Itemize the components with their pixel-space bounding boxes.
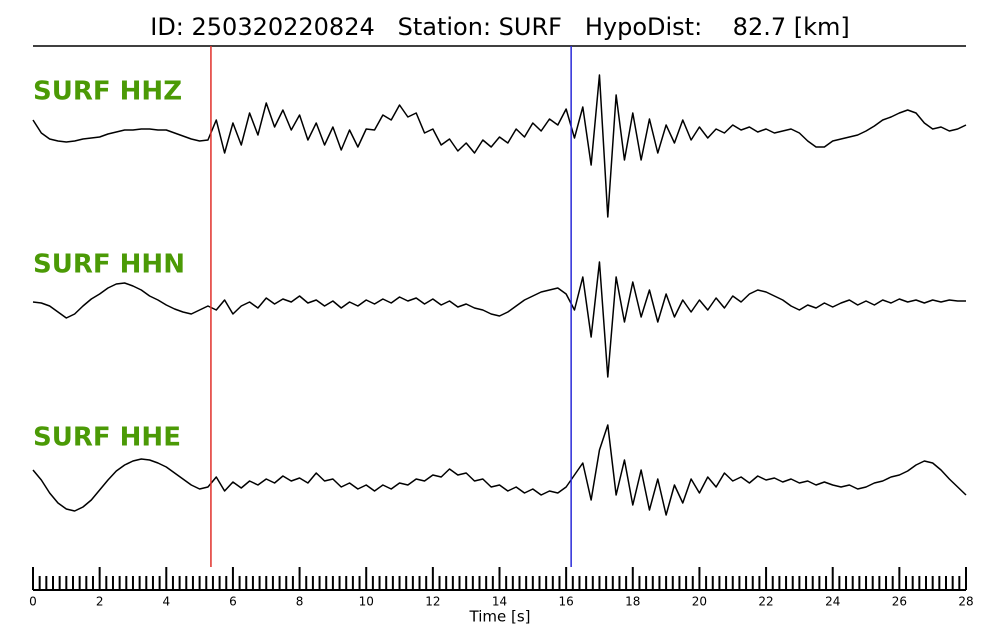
- waveform: [32, 261, 966, 378]
- x-tick-label: 22: [758, 595, 773, 609]
- x-tick-label: 4: [162, 595, 170, 609]
- x-tick-label: 16: [559, 595, 574, 609]
- x-tick-label: 8: [296, 595, 304, 609]
- channel-label: SURF HHE: [33, 423, 181, 453]
- x-tick-label: 12: [425, 595, 440, 609]
- waveform: [32, 74, 967, 218]
- x-tick-label: 18: [625, 595, 640, 609]
- waveform: [32, 424, 967, 516]
- channel-label: SURF HHZ: [33, 77, 182, 107]
- x-tick-label: 14: [492, 595, 507, 609]
- x-tick-label: 20: [692, 595, 707, 609]
- x-tick-label: 10: [359, 595, 374, 609]
- channel-label: SURF HHN: [33, 250, 185, 280]
- x-tick-label: 26: [892, 595, 907, 609]
- x-tick-label: 28: [958, 595, 973, 609]
- x-tick-label: 0: [29, 595, 37, 609]
- x-axis-label: Time [s]: [469, 608, 531, 626]
- x-tick-label: 6: [229, 595, 237, 609]
- x-tick-label: 24: [825, 595, 840, 609]
- chart-title: ID: 250320220824 Station: SURF HypoDist:…: [150, 13, 850, 41]
- x-tick-label: 2: [96, 595, 104, 609]
